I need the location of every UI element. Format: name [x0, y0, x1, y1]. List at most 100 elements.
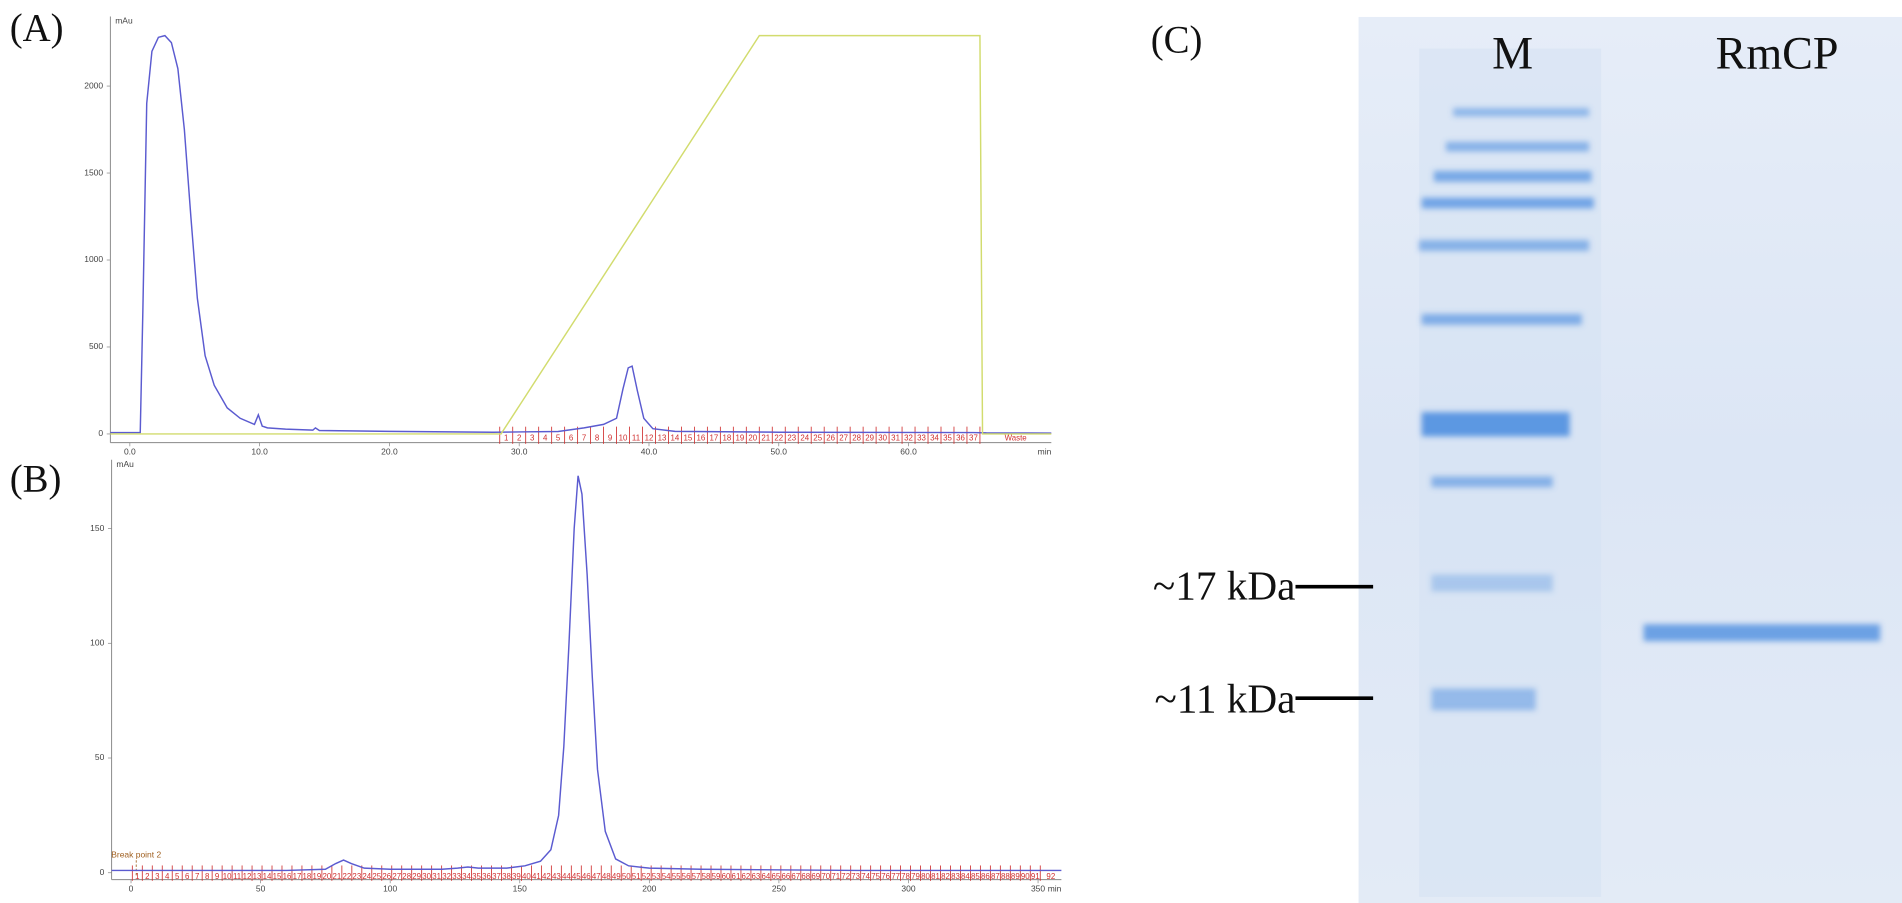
fraction-label: 16 [283, 872, 292, 881]
band [1419, 240, 1589, 251]
fraction-label: 36 [956, 433, 965, 442]
fraction-label: 10 [223, 872, 232, 881]
x-tick-label: 300 [901, 884, 915, 894]
fraction-label: 77 [891, 872, 900, 881]
data-line [110, 36, 1051, 433]
fraction-label: 12 [645, 433, 654, 442]
fraction-label: 6 [185, 872, 190, 881]
fraction-label: 15 [273, 872, 282, 881]
x-tick-label: 0.0 [124, 447, 136, 457]
fraction-label: 18 [303, 872, 312, 881]
fraction-label: 57 [692, 872, 701, 881]
fraction-label: 52 [642, 872, 651, 881]
band [1431, 688, 1535, 710]
x-tick-label: 0 [129, 884, 134, 894]
fraction-label: 81 [931, 872, 940, 881]
fraction-label: 56 [682, 872, 691, 881]
lane-label: RmCP [1716, 28, 1839, 79]
fraction-label: 2 [145, 872, 149, 881]
x-tick-label: 60.0 [900, 447, 917, 457]
fraction-label: 33 [452, 872, 461, 881]
fraction-label: 88 [1001, 872, 1010, 881]
x-tick-label: 50.0 [771, 447, 788, 457]
fraction-label: 46 [582, 872, 591, 881]
data-line [110, 36, 1051, 434]
fraction-label: 35 [472, 872, 481, 881]
y-tick-label: 500 [89, 341, 103, 351]
x-tick-label: 20.0 [381, 447, 398, 457]
fraction-label: 19 [735, 433, 744, 442]
band [1446, 142, 1589, 152]
fraction-label: 29 [865, 433, 874, 442]
fraction-label: 49 [612, 872, 621, 881]
fraction-label: 30 [878, 433, 887, 442]
fraction-label: 9 [215, 872, 219, 881]
data-line [112, 476, 1062, 871]
fraction-label: 6 [569, 433, 574, 442]
fraction-label: 37 [492, 872, 501, 881]
fraction-label: 26 [382, 872, 391, 881]
fraction-label: 26 [826, 433, 835, 442]
fraction-label: 5 [175, 872, 180, 881]
fraction-label: 66 [781, 872, 790, 881]
fraction-label: 34 [462, 872, 471, 881]
x-tick-label: 40.0 [641, 447, 658, 457]
fraction-label: 45 [572, 872, 581, 881]
fraction-label: 20 [748, 433, 757, 442]
fraction-label: 19 [313, 872, 322, 881]
fraction-label: 50 [622, 872, 631, 881]
fraction-label: 2 [517, 433, 521, 442]
fraction-label: 64 [762, 872, 771, 881]
sample-band [1644, 624, 1881, 641]
fraction-label: 33 [917, 433, 926, 442]
fraction-label: 7 [195, 872, 199, 881]
fraction-label: 34 [930, 433, 939, 442]
fraction-label: 21 [761, 433, 770, 442]
panel-label: (A) [10, 6, 64, 49]
fraction-label: 43 [552, 872, 561, 881]
fraction-label: 73 [851, 872, 860, 881]
fraction-label: 78 [901, 872, 910, 881]
fraction-label: 13 [253, 872, 262, 881]
fraction-label: 82 [941, 872, 950, 881]
lane-label: M [1492, 28, 1533, 79]
fraction-label: 44 [562, 872, 571, 881]
x-tick-label: 100 [383, 884, 397, 894]
x-axis-label: min [1038, 447, 1052, 457]
panel-label: (B) [10, 457, 62, 500]
fraction-label: 22 [774, 433, 783, 442]
fraction-label: 11 [233, 872, 241, 881]
fraction-label: 31 [891, 433, 900, 442]
fraction-label: 12 [243, 872, 252, 881]
y-tick-label: 1000 [84, 254, 103, 264]
fraction-label: 32 [442, 872, 451, 881]
fraction-label: 92 [1046, 872, 1055, 881]
x-tick-label: 50 [256, 884, 266, 894]
fraction-label: 8 [595, 433, 600, 442]
fraction-label: 13 [658, 433, 667, 442]
fraction-label: 80 [921, 872, 930, 881]
fraction-label: 38 [502, 872, 511, 881]
band [1422, 198, 1594, 209]
fraction-label: 23 [787, 433, 796, 442]
fraction-label: 28 [402, 872, 411, 881]
fraction-label: 1 [135, 872, 139, 881]
y-axis-label: mAu [115, 16, 133, 26]
fraction-label: 70 [821, 872, 830, 881]
marker-label: ~17 kDa [1153, 563, 1296, 609]
fraction-label: 7 [582, 433, 586, 442]
x-tick-label: 250 [772, 884, 786, 894]
fraction-label: 91 [1031, 872, 1040, 881]
fraction-label: 69 [811, 872, 820, 881]
fraction-label: 8 [205, 872, 210, 881]
fraction-label: 14 [263, 872, 272, 881]
gel-panel: (C) M RmCP ~17 kDa ~11 kDa [1151, 17, 1902, 903]
x-tick-label: 200 [642, 884, 656, 894]
band [1431, 476, 1552, 487]
fraction-label: 5 [556, 433, 561, 442]
fraction-label: 16 [697, 433, 706, 442]
fraction-label: 28 [852, 433, 861, 442]
band [1422, 412, 1570, 436]
